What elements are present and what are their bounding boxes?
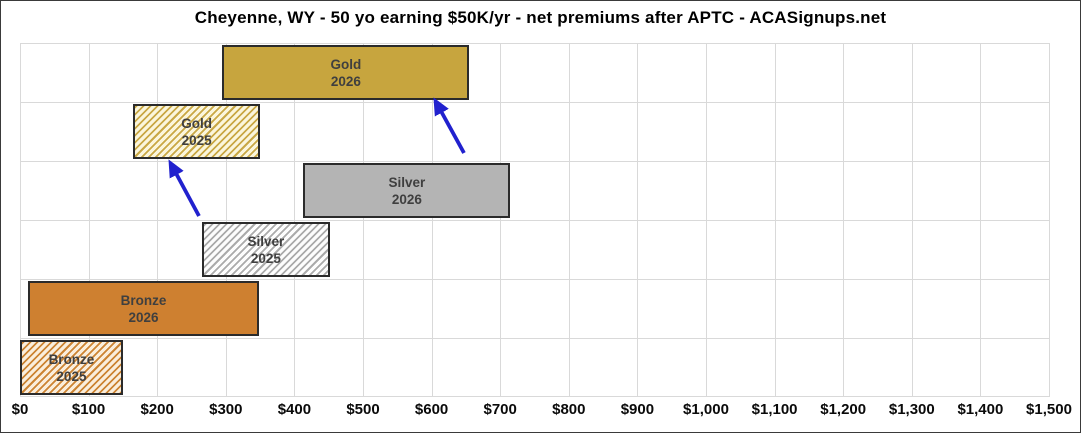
- horizontal-gridline: [20, 338, 1049, 339]
- bar-label-metal: Gold: [330, 56, 362, 72]
- bar-gold-2026: Gold 2026: [222, 45, 470, 100]
- bar-label-metal: Gold: [181, 115, 213, 131]
- vertical-gridline: [1049, 43, 1050, 397]
- x-axis-ticks: $0 $100 $200 $300 $400 $500 $600 $700 $800 $900 $1…: [1, 401, 1080, 427]
- bar-label-metal: Silver: [388, 174, 426, 190]
- bar-label-metal: Silver: [247, 233, 285, 249]
- bar-label-metal: Bronze: [48, 351, 95, 367]
- x-tick-label: $900: [620, 401, 655, 418]
- x-tick-label: $1,200: [820, 401, 867, 418]
- x-tick-label: $700: [483, 401, 517, 418]
- horizontal-gridline: [20, 161, 1049, 162]
- x-tick-label: $1,100: [751, 401, 798, 418]
- x-tick-label: $800: [552, 401, 586, 418]
- x-tick-label: $500: [346, 401, 380, 418]
- bar-label-year: 2026: [128, 309, 159, 325]
- bar-silver-2025: Silver 2025: [201, 222, 331, 277]
- bar-label-year: 2026: [330, 73, 361, 89]
- horizontal-gridline: [20, 396, 1049, 397]
- x-tick-label: $1,000: [683, 401, 729, 418]
- x-tick-label: $1,300: [888, 401, 935, 418]
- bar-bronze-2026: Bronze 2026: [28, 281, 259, 336]
- bar-label-year: 2025: [181, 132, 212, 148]
- bar-label-year: 2025: [250, 250, 281, 266]
- x-tick-label: $0: [11, 401, 29, 418]
- x-tick-label: $1,500: [1026, 401, 1072, 418]
- bar-silver-2026: Silver 2026: [303, 163, 511, 218]
- horizontal-gridline: [20, 43, 1049, 44]
- bar-label-metal: Bronze: [120, 292, 167, 308]
- bar-label-year: 2026: [391, 191, 422, 207]
- plot-area: Gold 2026 Gold 2025 Silver 2026 Silver 2025 Bron…: [20, 43, 1050, 397]
- bar-label-year: 2025: [56, 368, 87, 384]
- x-tick-label: $100: [71, 401, 106, 418]
- x-tick-label: $400: [277, 401, 312, 418]
- bar-gold-2025: Gold 2025: [133, 104, 261, 159]
- x-tick-label: $200: [140, 401, 174, 418]
- horizontal-gridline: [20, 102, 1049, 103]
- x-tick-label: $600: [414, 401, 449, 418]
- horizontal-gridline: [20, 279, 1049, 280]
- bar-bronze-2025: Bronze 2025: [20, 340, 123, 395]
- horizontal-gridline: [20, 220, 1049, 221]
- x-tick-label: $300: [209, 401, 243, 418]
- chart-title: Cheyenne, WY - 50 yo earning $50K/yr - n…: [194, 8, 887, 27]
- x-tick-label: $1,400: [957, 401, 1004, 418]
